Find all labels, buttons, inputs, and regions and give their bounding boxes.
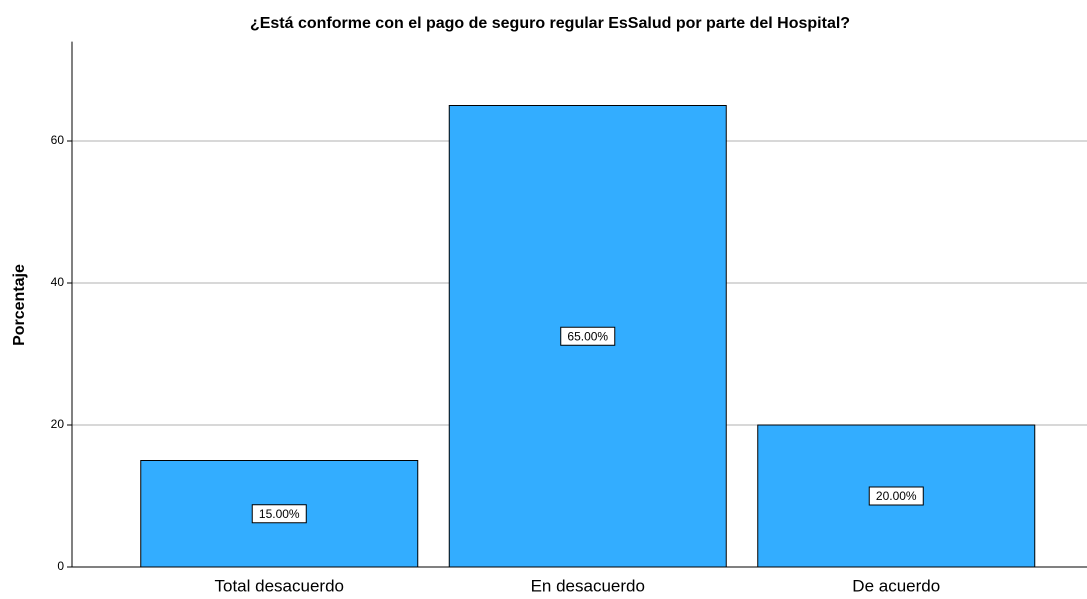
data-label: 20.00% (876, 489, 917, 503)
y-axis-title: Porcentaje (11, 264, 28, 346)
data-label-box (560, 326, 616, 346)
y-tick-label: 60 (51, 133, 65, 147)
data-label: 65.00% (567, 329, 608, 343)
y-tick-label: 0 (57, 559, 64, 573)
y-tick-label: 20 (51, 417, 65, 431)
chart-title: ¿Está conforme con el pago de seguro reg… (250, 15, 850, 32)
data-label-box (868, 486, 924, 506)
data-label: 15.00% (259, 507, 300, 521)
x-tick-label: Total desacuerdo (215, 576, 344, 595)
y-tick-label: 40 (51, 275, 65, 289)
x-tick-label: De acuerdo (852, 576, 940, 595)
x-tick-label: En desacuerdo (531, 576, 645, 595)
data-label-box (251, 504, 307, 524)
